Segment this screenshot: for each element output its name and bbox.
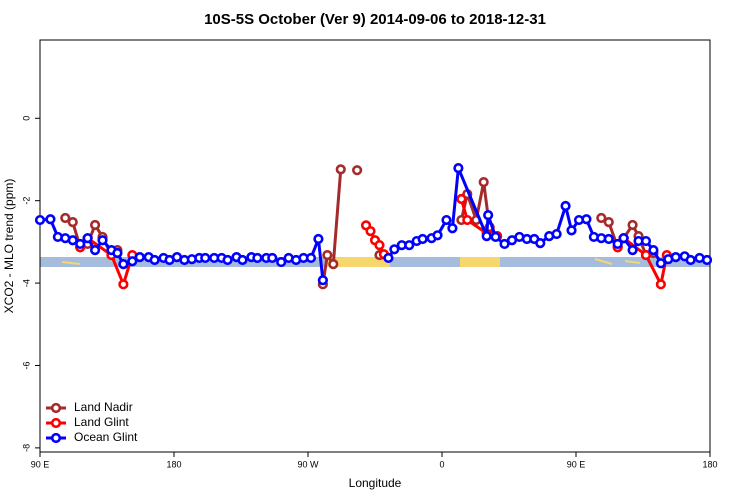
data-point	[252, 252, 263, 264]
x-axis-label: Longitude	[349, 476, 402, 490]
data-point	[551, 228, 562, 240]
data-point	[374, 240, 385, 251]
data-point	[67, 217, 78, 228]
data-point	[627, 219, 638, 231]
y-tick-label: -2	[21, 197, 31, 205]
data-point	[365, 226, 376, 237]
map-strip	[40, 257, 710, 267]
data-point	[603, 217, 614, 228]
plot-frame	[39, 39, 711, 453]
data-point	[118, 279, 129, 290]
data-point	[462, 214, 473, 226]
data-point	[447, 223, 458, 234]
data-point	[640, 235, 652, 247]
x-tick-label: 90 E	[31, 459, 50, 469]
legend-label: Ocean Glint	[74, 430, 138, 444]
data-point	[404, 240, 415, 251]
data-point	[483, 210, 494, 221]
data-point	[60, 212, 71, 224]
data-point	[328, 259, 339, 270]
data-point	[237, 254, 248, 266]
data-point	[222, 254, 233, 266]
land-band	[460, 257, 500, 267]
data-point	[352, 165, 363, 176]
y-tick-label: -4	[21, 279, 31, 287]
data-point	[478, 177, 489, 188]
data-point	[535, 238, 546, 249]
data-point	[490, 231, 501, 243]
data-point	[481, 231, 492, 242]
data-point	[432, 230, 443, 241]
data-point	[127, 256, 138, 267]
data-point	[67, 235, 78, 246]
data-point	[581, 214, 592, 225]
data-point	[670, 252, 681, 263]
x-tick-label: 180	[702, 459, 717, 469]
legend-marker	[50, 417, 62, 429]
data-point	[276, 256, 287, 268]
data-point	[603, 233, 614, 245]
data-point	[389, 244, 400, 255]
data-point	[305, 252, 317, 264]
data-point	[383, 252, 394, 264]
x-tick-label: 0	[439, 459, 444, 469]
data-point	[89, 219, 101, 231]
data-point	[453, 163, 464, 174]
x-tick-label: 180	[166, 459, 181, 469]
data-point	[335, 164, 346, 175]
data-point	[499, 238, 510, 250]
data-point	[118, 259, 129, 270]
data-point	[701, 254, 713, 266]
data-point	[685, 254, 696, 266]
data-point	[149, 254, 160, 266]
data-point	[89, 245, 101, 256]
data-point	[97, 235, 108, 246]
y-tick-label: -8	[21, 444, 31, 452]
legend-label: Land Nadir	[74, 400, 133, 414]
data-point	[618, 233, 629, 244]
legend-marker	[50, 432, 62, 444]
data-point	[322, 249, 333, 261]
data-point	[313, 233, 324, 245]
y-tick-label: -6	[21, 361, 31, 369]
data-point	[612, 238, 623, 250]
data-point	[317, 275, 328, 286]
data-point	[648, 245, 659, 256]
legend-marker	[50, 402, 62, 414]
data-point	[456, 193, 467, 205]
data-point	[75, 238, 86, 250]
data-point	[627, 245, 638, 256]
data-point	[655, 258, 666, 269]
data-point	[134, 252, 145, 263]
data-point	[45, 214, 56, 225]
series-line	[64, 169, 654, 285]
data-point	[417, 233, 428, 245]
data-point	[200, 252, 211, 264]
data-point	[34, 214, 46, 226]
islands	[61, 258, 641, 265]
y-axis-label: XCO2 - MLO trend (ppm)	[2, 179, 16, 314]
data-point	[82, 233, 93, 244]
data-point	[640, 249, 652, 261]
chart-title: 10S-5S October (Ver 9) 2014-09-06 to 201…	[204, 11, 546, 28]
data-point	[566, 225, 577, 236]
land-band	[325, 257, 390, 267]
x-tick-label: 90 W	[297, 459, 319, 469]
data-point	[560, 200, 571, 212]
legend-label: Land Glint	[74, 415, 129, 429]
x-tick-label: 90 E	[567, 459, 586, 469]
data-point	[441, 214, 452, 226]
y-tick-label: 0	[21, 116, 31, 121]
data-point	[112, 247, 123, 259]
data-point	[267, 252, 278, 264]
data-point	[655, 279, 666, 290]
data-point	[596, 212, 607, 224]
